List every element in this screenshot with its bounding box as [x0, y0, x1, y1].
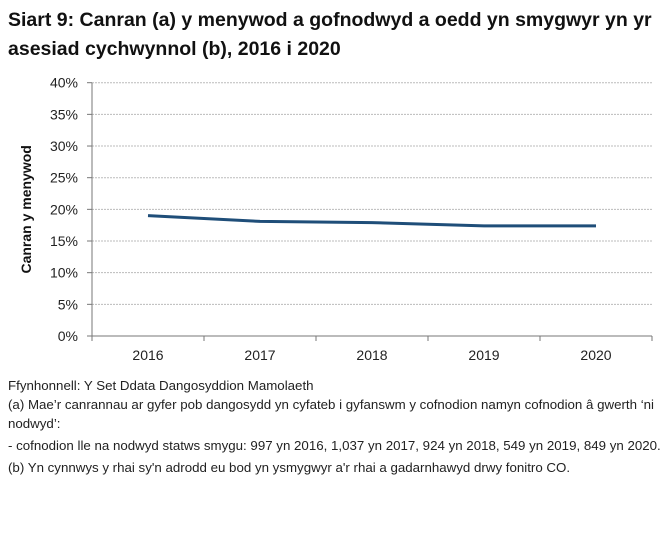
note-a: (a) Mae’r canrannau ar gyfer pob dangosy… [8, 397, 655, 431]
chart-title: Siart 9: Canran (a) y menywod a gofnodwy… [8, 9, 652, 60]
chart-notes: Ffynhonnell: Y Set Ddata Dangosyddion Ma… [8, 376, 668, 480]
x-tick-label: 2019 [468, 347, 499, 363]
y-tick-label: 35% [50, 106, 78, 122]
data-line [147, 214, 596, 228]
line-chart: 0% 5% 10% 15% 20% 25% 30% 35% 40% 2016 2017 2018 201… [18, 75, 653, 363]
x-tick-label: 2018 [356, 347, 387, 363]
y-tick-label: 5% [58, 296, 78, 312]
y-tick-label: 40% [50, 75, 78, 91]
x-tick-label: 2020 [580, 347, 611, 363]
y-tick-label: 20% [50, 201, 78, 217]
note-b: (b) Yn cynnwys y rhai sy'n adrodd eu bod… [8, 460, 571, 475]
y-tick-label: 15% [50, 233, 78, 249]
y-axis-label: Canran y menywod [18, 145, 34, 273]
y-tick-label: 25% [50, 170, 78, 186]
note-a-detail: - cofnodion lle na nodwyd statws smygu: … [8, 438, 661, 453]
x-tick-label: 2016 [132, 347, 163, 363]
y-tick-label: 0% [58, 328, 78, 344]
y-tick-label: 10% [50, 265, 78, 281]
y-tick-label: 30% [50, 138, 78, 154]
x-tick-label: 2017 [244, 347, 275, 363]
source-note: Ffynhonnell: Y Set Ddata Dangosyddion Ma… [8, 378, 314, 393]
